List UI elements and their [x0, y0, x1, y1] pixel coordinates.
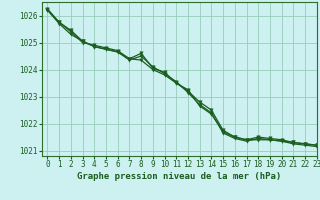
- X-axis label: Graphe pression niveau de la mer (hPa): Graphe pression niveau de la mer (hPa): [77, 172, 281, 181]
